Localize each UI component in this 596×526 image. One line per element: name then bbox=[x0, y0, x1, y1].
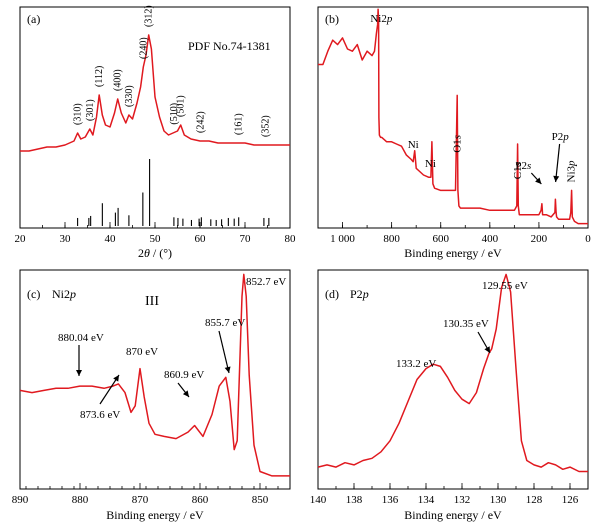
panel-c-ni2p: (c) Ni2p III Binding energy / eV 890 880 8… bbox=[12, 269, 291, 522]
survey-peak-label: Ni bbox=[408, 139, 419, 151]
peak-label: (352) bbox=[260, 115, 271, 137]
p2s-arrow-head bbox=[535, 177, 542, 184]
panel-d-x-tick-label: 138 bbox=[346, 494, 363, 506]
panel-c-x-tick-label: 880 bbox=[72, 494, 89, 506]
panel-b-x-tick-label: 1 000 bbox=[330, 233, 355, 245]
panel-c-label: (c) bbox=[27, 287, 40, 301]
panel-d-title: P2p bbox=[350, 287, 369, 301]
panel-c-x-tick-label: 890 bbox=[12, 494, 29, 506]
survey-peak-label: P2s bbox=[515, 160, 531, 172]
panel-a-x-tick-label: 40 bbox=[105, 233, 117, 245]
peak-annotation-arrow-head bbox=[224, 366, 231, 373]
peak-annotation: 129.55 eV bbox=[482, 280, 528, 292]
xrd-pattern-line bbox=[20, 34, 290, 152]
p2p-arrow-head bbox=[553, 175, 560, 182]
panel-d-label: (d) bbox=[325, 287, 339, 301]
panel-a-x-tick-label: 70 bbox=[240, 233, 252, 245]
peak-annotation-arrow-head bbox=[113, 375, 119, 382]
pdf-card-annotation: PDF No.74-1381 bbox=[188, 39, 271, 53]
survey-peak-label: Ni2p bbox=[370, 13, 393, 25]
panel-b-x-tick-label: 200 bbox=[531, 233, 548, 245]
peak-label: (161) bbox=[233, 113, 244, 135]
peak-annotation-arrow-head bbox=[182, 390, 189, 397]
panel-a-label: (a) bbox=[27, 12, 40, 26]
panel-d-x-tick-label: 126 bbox=[562, 494, 579, 506]
panel-c-x-tick-label: 870 bbox=[132, 494, 149, 506]
survey-peak-label: O1s bbox=[452, 135, 464, 153]
panel-c-x-tick-label: 850 bbox=[252, 494, 269, 506]
survey-peak-label: C1s bbox=[512, 162, 524, 179]
panel-a-xlabel: 2θ / (°) bbox=[138, 246, 172, 260]
peak-annotation: 870 eV bbox=[126, 346, 158, 358]
peak-label: (310) bbox=[73, 103, 84, 125]
peak-label: (301) bbox=[85, 99, 96, 121]
panel-b-xps-survey: (b) Binding energy / eV 1 000 800 600 400 20… bbox=[317, 6, 591, 260]
panel-c-title: Ni2p bbox=[52, 287, 76, 301]
panel-d-x-tick-label: 140 bbox=[310, 494, 327, 506]
peak-annotation-arrow-shaft bbox=[218, 330, 230, 374]
panel-d-p2p: (d) P2p Binding energy / eV 140 138 136 134… bbox=[310, 269, 589, 522]
peak-label: (501) bbox=[176, 95, 187, 117]
peak-label: (330) bbox=[124, 85, 135, 107]
panel-a-x-tick-label: 30 bbox=[60, 233, 72, 245]
peak-label: (242) bbox=[195, 111, 206, 133]
panel-a-x-tick-label: 20 bbox=[15, 233, 27, 245]
survey-peak-label: Ni bbox=[425, 158, 436, 170]
panel-d-frame bbox=[317, 269, 589, 490]
peak-label: (240) bbox=[138, 37, 149, 59]
panel-d-x-tick-label: 130 bbox=[490, 494, 507, 506]
panel-b-label: (b) bbox=[325, 12, 339, 26]
panel-b-x-tick-label: 400 bbox=[482, 233, 499, 245]
peak-annotation: 880.04 eV bbox=[58, 332, 104, 344]
peak-annotation: 855.7 eV bbox=[205, 317, 245, 329]
peak-annotation: 860.9 eV bbox=[164, 369, 204, 381]
peak-label: (400) bbox=[113, 69, 124, 91]
panel-d-xlabel: Binding energy / eV bbox=[404, 508, 502, 522]
survey-peak-label: P2p bbox=[552, 131, 570, 143]
panel-d-x-tick-label: 128 bbox=[526, 494, 543, 506]
panel-d-x-tick-label: 134 bbox=[418, 494, 435, 506]
panel-a-xrd: (a) PDF No.74-1381 2θ / (°) 20 30 40 50 60 70… bbox=[15, 5, 297, 260]
panel-d-x-tick-label: 132 bbox=[454, 494, 471, 506]
peak-label: (510) bbox=[169, 103, 180, 125]
p2p-arrow-shaft bbox=[555, 143, 561, 183]
peak-annotation: 130.35 eV bbox=[443, 318, 489, 330]
panel-c-x-tick-label: 860 bbox=[192, 494, 209, 506]
peak-label: (112) bbox=[94, 66, 105, 87]
panel-b-x-tick-label: 600 bbox=[432, 233, 449, 245]
peak-annotation: 873.6 eV bbox=[80, 409, 120, 421]
peak-annotation-arrow-head bbox=[484, 346, 490, 353]
panel-b-x-tick-label: 800 bbox=[383, 233, 400, 245]
peak-label: (312) bbox=[144, 5, 155, 27]
panel-c-xlabel: Binding energy / eV bbox=[106, 508, 204, 522]
survey-peak-label: Ni3p bbox=[566, 160, 578, 183]
panel-a-x-tick-label: 80 bbox=[285, 233, 297, 245]
xps-survey-line bbox=[318, 8, 588, 225]
panel-c-frame bbox=[19, 269, 291, 490]
ni2p-spectrum-line bbox=[19, 273, 290, 477]
peak-annotation-arrow-head bbox=[76, 370, 82, 376]
panel-c-roman-numeral: III bbox=[145, 294, 159, 309]
panel-b-frame bbox=[317, 6, 589, 229]
peak-annotation: 133.2 eV bbox=[396, 358, 436, 370]
panel-a-x-tick-label: 60 bbox=[195, 233, 207, 245]
p2p-spectrum-line bbox=[317, 273, 588, 473]
panel-a-x-tick-label: 50 bbox=[150, 233, 162, 245]
peak-annotation: 852.7 eV bbox=[246, 276, 286, 288]
panel-b-xlabel: Binding energy / eV bbox=[404, 246, 502, 260]
panel-d-x-tick-label: 136 bbox=[382, 494, 399, 506]
panel-b-x-tick-label: 0 bbox=[585, 233, 591, 245]
